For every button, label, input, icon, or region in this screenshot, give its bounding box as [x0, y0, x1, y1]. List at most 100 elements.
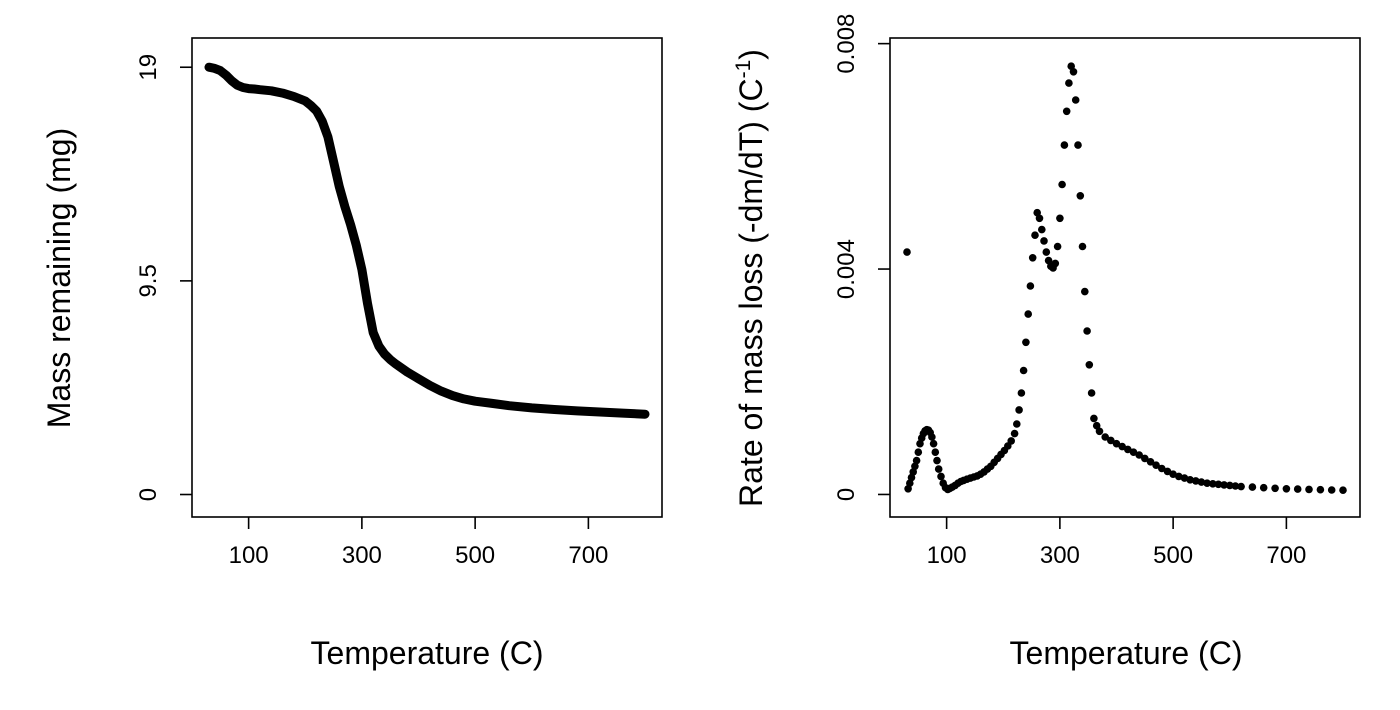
data-point [1022, 338, 1030, 347]
data-point [1092, 421, 1101, 430]
series-layer [204, 62, 650, 419]
data-point [1271, 484, 1279, 493]
data-point [1040, 237, 1048, 245]
plot-frame [191, 37, 663, 518]
data-point [1135, 451, 1143, 459]
data-point [1042, 248, 1051, 256]
data-point [1220, 481, 1228, 489]
data-point [1152, 461, 1160, 470]
data-point [928, 433, 936, 441]
data-point [1062, 107, 1071, 116]
data-point [1259, 483, 1268, 492]
x-tick-label: 100 [927, 542, 967, 569]
data-point [1028, 253, 1037, 262]
data-point [937, 472, 945, 481]
x-axis-label: Temperature (C) [1010, 635, 1243, 671]
data-point [1026, 282, 1035, 290]
y-axis: 0 9.5 19 [135, 54, 192, 501]
y-tick-label: 0 [135, 488, 162, 501]
y-tick-label: 9.5 [135, 264, 162, 297]
data-point [1158, 464, 1166, 473]
data-point [1316, 485, 1325, 494]
x-axis: 100 300 500 700 [927, 517, 1306, 569]
y-axis-label: Mass remaining (mg) [41, 128, 77, 429]
data-point [1203, 479, 1211, 488]
mass-curve-line [204, 62, 650, 419]
data-point [1231, 482, 1240, 490]
data-point [907, 473, 916, 482]
data-point [903, 248, 911, 256]
data-point [1305, 485, 1313, 494]
data-point [1053, 242, 1062, 251]
data-point [1083, 327, 1091, 335]
data-point [1118, 442, 1126, 451]
x-tick-label: 100 [229, 542, 269, 569]
data-point [1056, 214, 1064, 223]
x-axis: 100 300 500 700 [229, 517, 608, 569]
data-point [1293, 485, 1302, 493]
y-tick-label: 0 [833, 488, 860, 501]
data-point [1074, 141, 1082, 149]
data-point [1339, 486, 1347, 495]
data-point [1035, 214, 1044, 223]
data-point [1024, 310, 1032, 318]
data-point [1060, 141, 1069, 149]
data-point [1237, 482, 1245, 491]
data-point [1051, 259, 1060, 268]
data-point [1248, 483, 1257, 491]
data-point [1163, 467, 1172, 476]
data-point [1031, 231, 1039, 239]
data-point [1186, 476, 1194, 484]
data-point [1007, 437, 1015, 445]
y-axis: 0 0.004 0.008 [833, 14, 890, 501]
rate-of-mass-loss-panel: 0 0.004 0.008 100 300 500 700 Temperature (C)… [732, 14, 1361, 671]
x-axis-label: Temperature (C) [311, 635, 544, 671]
data-point [1107, 436, 1115, 445]
data-point [1327, 486, 1336, 494]
data-point [1013, 420, 1021, 428]
data-point [1069, 68, 1078, 76]
data-point [1197, 478, 1206, 486]
data-point [912, 456, 921, 465]
mass-remaining-panel: 0 9.5 19 100 300 500 700 Temperature (C) Mass… [41, 37, 663, 671]
y-tick-label: 0.004 [833, 239, 860, 299]
data-point [1065, 79, 1073, 87]
data-point [1019, 366, 1028, 375]
x-tick-label: 500 [455, 542, 495, 569]
y-tick-label: 19 [135, 54, 162, 81]
data-point [933, 456, 941, 465]
data-point [1169, 470, 1177, 479]
y-axis-label: Rate of mass loss (-dm/dT) (C-1) [732, 49, 769, 507]
plot-frame [889, 37, 1361, 518]
data-point [1085, 361, 1094, 369]
data-point [1017, 389, 1026, 397]
data-point [1071, 96, 1080, 104]
data-point [1038, 225, 1046, 234]
data-point [929, 439, 938, 448]
x-tick-label: 700 [1266, 542, 1306, 569]
data-point [1124, 445, 1132, 454]
y-tick-label: 0.008 [833, 14, 860, 74]
data-point [1015, 406, 1023, 414]
data-point [1214, 480, 1223, 489]
x-tick-label: 300 [1040, 542, 1080, 569]
data-point [1090, 414, 1098, 423]
data-point [1226, 481, 1234, 490]
data-point [1081, 287, 1089, 296]
x-tick-label: 300 [342, 542, 382, 569]
y-axis-label-main: Rate of mass loss (-dm/dT) (C [733, 78, 769, 507]
data-point [1076, 192, 1085, 200]
data-point [1129, 448, 1138, 457]
data-point [1010, 429, 1019, 438]
data-point [1101, 433, 1109, 441]
data-point [1175, 472, 1183, 481]
y-axis-label-end: ) [733, 49, 769, 60]
series-layer [903, 62, 1347, 495]
data-point [1141, 454, 1149, 463]
x-tick-label: 500 [1153, 542, 1193, 569]
data-point [911, 462, 919, 471]
data-point [1095, 427, 1104, 436]
y-axis-label-superscript: -1 [732, 60, 755, 79]
data-point [1209, 480, 1217, 488]
